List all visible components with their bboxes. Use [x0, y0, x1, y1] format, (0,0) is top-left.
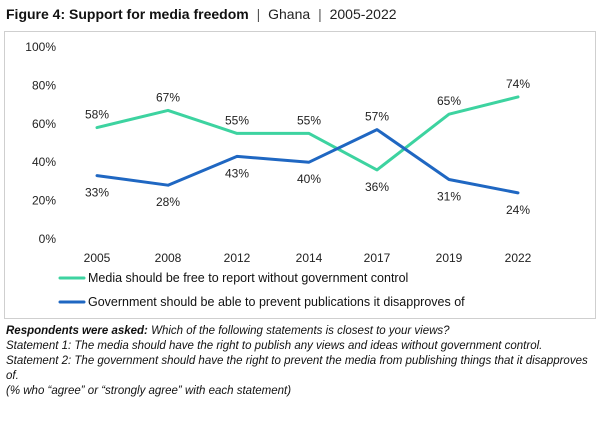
x-tick-label: 2022: [505, 251, 532, 265]
x-tick-label: 2019: [436, 251, 463, 265]
title-country: Ghana: [268, 6, 311, 22]
title-separator-1: |: [256, 6, 261, 22]
y-tick-label: 20%: [32, 194, 56, 208]
y-tick-label: 60%: [32, 117, 56, 131]
y-tick-label: 100%: [25, 40, 56, 54]
x-tick-label: 2005: [84, 251, 111, 265]
data-label: 58%: [85, 108, 109, 122]
data-label: 43%: [225, 166, 249, 180]
x-tick-label: 2008: [155, 251, 182, 265]
data-label: 28%: [156, 195, 180, 209]
data-label: 33%: [85, 186, 109, 200]
legend-label-1: Media should be free to report without g…: [88, 271, 408, 285]
data-label: 67%: [156, 90, 180, 104]
title-separator-2: |: [318, 6, 322, 22]
y-tick-label: 0%: [39, 232, 57, 246]
data-label: 57%: [365, 110, 389, 124]
methodology-notes: Respondents were asked: Which of the fol…: [6, 324, 596, 399]
x-tick-label: 2014: [296, 251, 323, 265]
series-line-2: [95, 128, 520, 195]
chart-title: Figure 4: Support for media freedom | Gh…: [6, 6, 397, 22]
title-main: Figure 4: Support for media freedom: [6, 6, 249, 22]
chart-frame: [4, 31, 596, 319]
data-label: 55%: [297, 113, 321, 127]
statement-1: Statement 1: The media should have the r…: [6, 340, 543, 352]
statement-2: Statement 2: The government should have …: [6, 355, 588, 382]
data-label: 36%: [365, 180, 389, 194]
question-text: Which of the following statements is clo…: [151, 325, 450, 337]
data-label: 31%: [437, 189, 461, 203]
y-tick-label: 40%: [32, 155, 56, 169]
data-label: 24%: [506, 203, 530, 217]
legend-label-2: Government should be able to prevent pub…: [88, 295, 465, 309]
series-line-1: [95, 95, 520, 172]
title-period: 2005-2022: [329, 6, 397, 22]
question-label: Respondents were asked:: [6, 325, 148, 337]
x-tick-label: 2017: [364, 251, 391, 265]
footnote: (% who “agree” or “strongly agree” with …: [6, 385, 292, 397]
data-label: 65%: [437, 94, 461, 108]
data-label: 40%: [297, 172, 321, 186]
data-label: 74%: [506, 77, 530, 91]
y-tick-label: 80%: [32, 78, 56, 92]
data-label: 55%: [225, 113, 249, 127]
x-tick-label: 2012: [224, 251, 251, 265]
question-line: Respondents were asked: Which of the fol…: [6, 324, 596, 339]
